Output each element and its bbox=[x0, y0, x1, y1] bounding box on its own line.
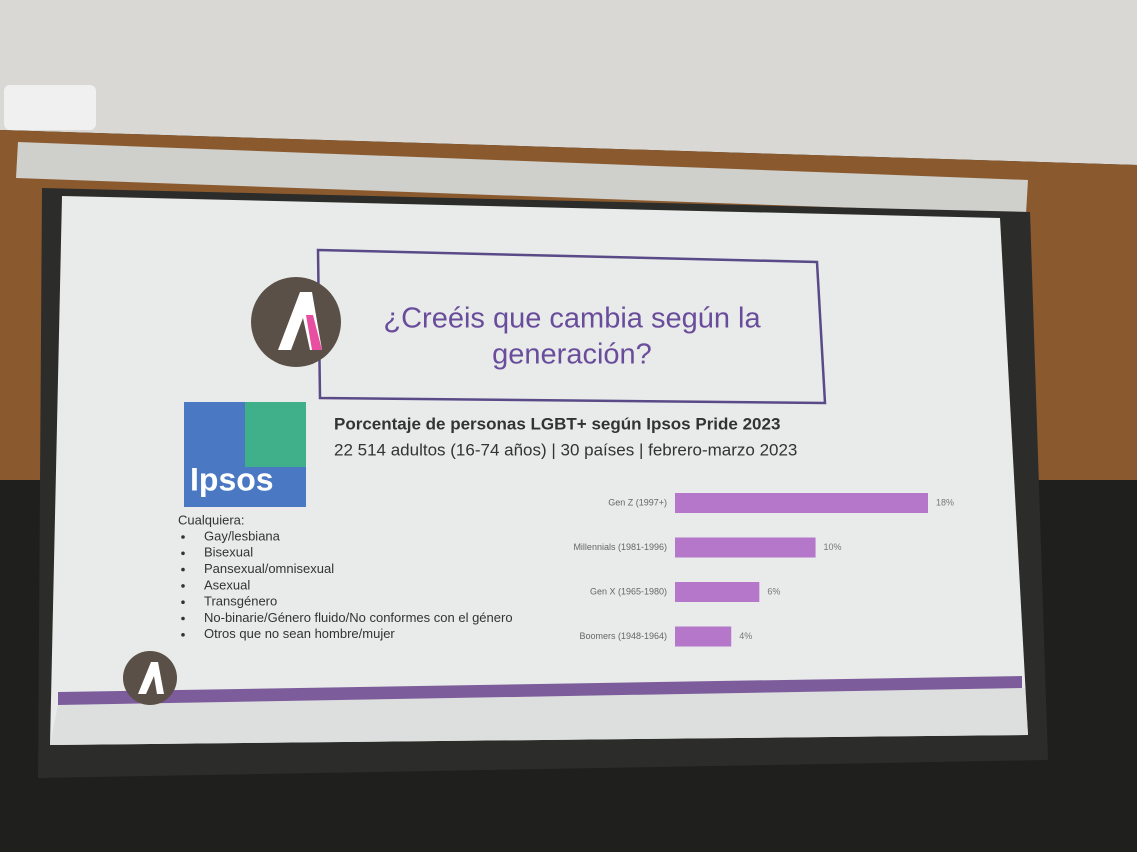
list-item: No-binarie/Género fluido/No conformes co… bbox=[204, 610, 513, 625]
ipsos-logo-green bbox=[245, 402, 306, 467]
bullet bbox=[181, 600, 185, 604]
ipsos-logo-text: Ipsos bbox=[190, 461, 274, 497]
category-label: Gen Z (1997+) bbox=[608, 497, 667, 507]
list-item: Pansexual/omnisexual bbox=[204, 561, 334, 576]
heading: ¿Creéis que cambia según la bbox=[383, 303, 761, 335]
category-label: Gen X (1965-1980) bbox=[590, 586, 667, 596]
bullet bbox=[181, 584, 185, 588]
list-item: Bisexual bbox=[204, 545, 253, 560]
bullet bbox=[181, 633, 185, 637]
footer-logo-mark bbox=[138, 662, 164, 694]
bar bbox=[675, 493, 928, 513]
list-item: Transgénero bbox=[204, 594, 277, 609]
list-item: Otros que no sean hombre/mujer bbox=[204, 626, 395, 641]
footer-band bbox=[58, 676, 1022, 705]
device bbox=[4, 85, 96, 130]
category-label: Millennials (1981-1996) bbox=[573, 542, 667, 552]
value-label: 4% bbox=[739, 631, 752, 641]
heading: generación? bbox=[492, 339, 652, 371]
chart-title: Porcentaje de personas LGBT+ según Ipsos… bbox=[334, 414, 780, 433]
value-label: 6% bbox=[767, 586, 780, 596]
list-title: Cualquiera: bbox=[178, 512, 245, 527]
ceiling bbox=[0, 0, 1137, 165]
slide-footer bbox=[50, 688, 1028, 745]
bullet bbox=[181, 616, 185, 621]
chart-subtitle: 22 514 adultos (16-74 años) | 30 países … bbox=[334, 440, 797, 459]
bar bbox=[675, 582, 760, 602]
bar bbox=[675, 537, 816, 558]
value-label: 18% bbox=[936, 497, 954, 507]
list-item: Gay/lesbiana bbox=[204, 528, 281, 543]
bar bbox=[675, 626, 732, 647]
category-label: Boomers (1948-1964) bbox=[579, 631, 667, 641]
list-item: Asexual bbox=[204, 577, 250, 592]
logo-rainbow bbox=[306, 315, 322, 350]
value-label: 10% bbox=[824, 542, 842, 552]
bullet bbox=[181, 567, 185, 572]
bullet bbox=[181, 551, 185, 556]
screen-housing bbox=[16, 142, 1028, 214]
bullet bbox=[181, 535, 185, 539]
